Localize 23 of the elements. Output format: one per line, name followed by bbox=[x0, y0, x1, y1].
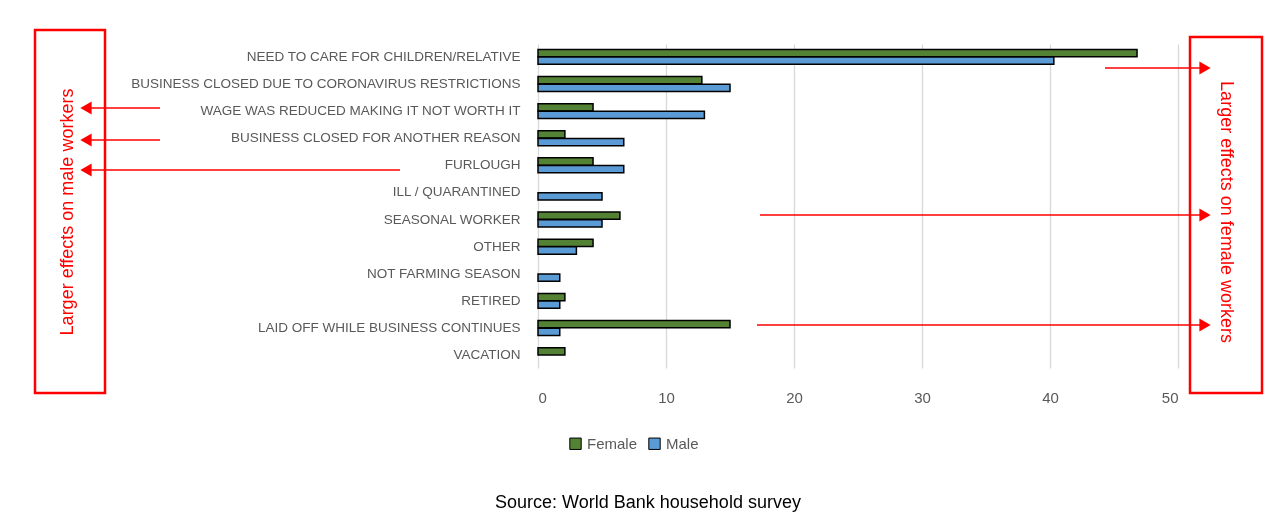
legend-label: Male bbox=[666, 434, 699, 452]
y-tick-label: VACATION bbox=[453, 347, 521, 363]
x-tick-label: 40 bbox=[1042, 388, 1059, 406]
y-tick-label: NOT FARMING SEASON bbox=[366, 265, 521, 281]
x-tick-label: 30 bbox=[914, 388, 931, 406]
text: Larger effects on female workers bbox=[1217, 81, 1237, 343]
y-tick-label: FURLOUGH bbox=[444, 157, 521, 173]
y-tick-label: OTHER bbox=[473, 238, 521, 254]
x-tick-label: 50 bbox=[1161, 388, 1179, 406]
source-note: Source: World Bank household survey bbox=[495, 492, 801, 512]
x-tick-label: 10 bbox=[658, 388, 675, 406]
x-tick-label: 20 bbox=[786, 388, 803, 406]
y-tick-label: RETIRED bbox=[461, 292, 521, 308]
text: Larger effects on male workers bbox=[57, 88, 77, 336]
x-tick-label: 0 bbox=[538, 388, 547, 406]
y-tick-label: WAGE WAS REDUCED MAKING IT NOT WORTH IT bbox=[200, 103, 521, 119]
y-tick-label: BUSINESS CLOSED FOR ANOTHER REASON bbox=[230, 130, 521, 146]
y-tick-label: LAID OFF WHILE BUSINESS CONTINUES bbox=[257, 320, 521, 336]
legend-label: Female bbox=[587, 434, 638, 452]
y-tick-label: BUSINESS CLOSED DUE TO CORONAVIRUS RESTRICTIONS bbox=[131, 75, 521, 91]
y-tick-label: NEED TO CARE FOR CHILDREN/RELATIVE bbox=[246, 48, 521, 64]
y-tick-label: SEASONAL WORKER bbox=[383, 211, 521, 227]
y-tick-label: ILL / QUARANTINED bbox=[392, 184, 521, 200]
